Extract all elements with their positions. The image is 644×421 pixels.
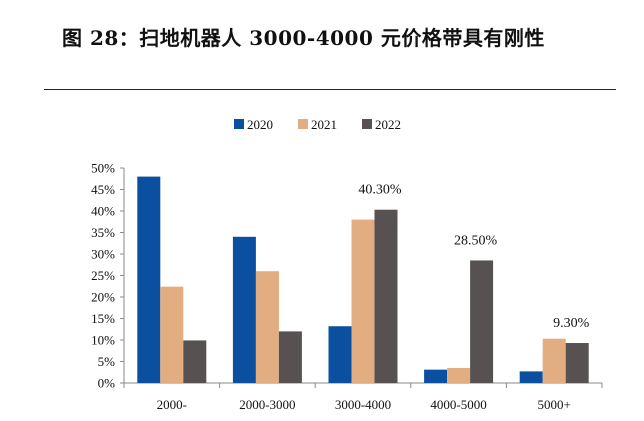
bar-2020-2000- xyxy=(137,176,161,383)
data-label: 9.30% xyxy=(553,316,590,331)
bars xyxy=(137,176,589,383)
x-tick-label: 2000-3000 xyxy=(239,397,295,412)
bar-2020-2000-3000 xyxy=(232,236,256,383)
x-tick-label: 3000-4000 xyxy=(335,397,391,412)
data-labels: 40.30% 28.50% 9.30% xyxy=(358,183,589,331)
y-axis: 0% 5% 10% 15% 20% 25% 30% 35% 40% 45% 50% xyxy=(91,161,125,391)
bar-2022-2000-3000 xyxy=(278,331,302,383)
bar-2022-3000-4000 xyxy=(374,209,398,383)
y-tick-label: 40% xyxy=(91,204,115,219)
figure-title: 图 28：扫地机器人 3000-4000 元价格带具有刚性 xyxy=(62,26,545,50)
y-tick-label: 50% xyxy=(91,161,115,176)
bar-2021-3000-4000 xyxy=(351,219,375,383)
bar-2021-5000+ xyxy=(542,338,566,383)
legend-swatch-2020 xyxy=(234,119,244,129)
bar-2022-4000-5000 xyxy=(470,260,494,383)
y-tick-label: 20% xyxy=(91,290,115,305)
legend-label-2021: 2021 xyxy=(311,117,337,132)
legend-label-2022: 2022 xyxy=(375,117,401,132)
bar-2020-3000-4000 xyxy=(328,326,352,383)
bar-2022-2000- xyxy=(183,340,207,383)
legend: 2020 2021 2022 xyxy=(234,117,401,132)
legend-swatch-2022 xyxy=(362,119,372,129)
bar-2021-2000-3000 xyxy=(255,271,279,383)
bar-2021-2000- xyxy=(160,286,184,383)
x-tick-label: 4000-5000 xyxy=(430,397,486,412)
legend-swatch-2021 xyxy=(298,119,308,129)
title-divider xyxy=(44,89,616,90)
y-tick-label: 15% xyxy=(91,311,115,326)
data-label: 40.30% xyxy=(358,183,402,198)
y-tick-label: 30% xyxy=(91,247,115,262)
x-tick-label: 5000+ xyxy=(538,397,571,412)
bar-2021-4000-5000 xyxy=(447,367,471,383)
data-label: 28.50% xyxy=(454,233,498,248)
legend-label-2020: 2020 xyxy=(247,117,273,132)
y-tick-label: 5% xyxy=(98,354,116,369)
x-tick-label: 2000- xyxy=(157,397,187,412)
y-tick-label: 10% xyxy=(91,333,115,348)
bar-2020-5000+ xyxy=(519,371,543,383)
x-axis: 2000- 2000-3000 3000-4000 4000-5000 5000+ xyxy=(123,382,603,412)
y-tick-label: 0% xyxy=(98,376,116,391)
y-tick-label: 25% xyxy=(91,268,115,283)
y-tick-label: 35% xyxy=(91,225,115,240)
bar-2020-4000-5000 xyxy=(424,369,448,383)
bar-2022-5000+ xyxy=(565,343,589,383)
y-tick-label: 45% xyxy=(91,182,115,197)
